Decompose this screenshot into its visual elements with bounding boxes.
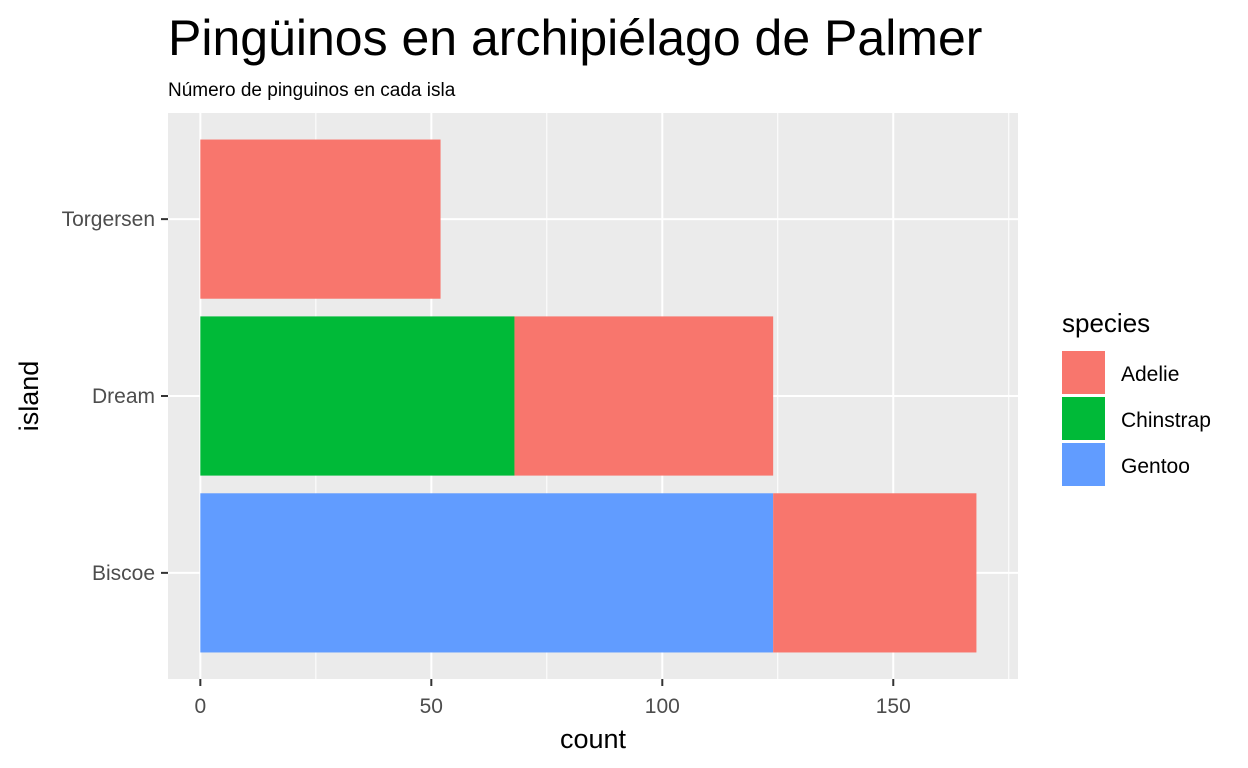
x-tick-label: 0	[194, 695, 206, 718]
bar-dream-adelie	[514, 316, 774, 476]
x-axis: 0 50 100 150	[194, 679, 911, 718]
y-tick-label: Torgersen	[62, 208, 155, 231]
legend-title: species	[1062, 308, 1150, 338]
x-tick-label: 100	[645, 695, 680, 718]
y-tick-label: Biscoe	[92, 562, 155, 585]
chart-title: Pingüinos en archipiélago de Palmer	[168, 10, 982, 66]
y-axis-title: island	[14, 361, 44, 432]
legend: species Adelie Chinstrap Gentoo	[1062, 308, 1211, 486]
legend-label: Adelie	[1121, 363, 1179, 386]
bar-torgersen-adelie	[200, 139, 441, 299]
legend-key-gentoo	[1062, 443, 1105, 486]
bar-biscoe-gentoo	[200, 493, 774, 653]
y-axis: Biscoe Dream Torgersen	[62, 208, 168, 585]
chart-subtitle: Número de pinguinos en cada isla	[168, 80, 456, 101]
legend-label: Chinstrap	[1121, 409, 1211, 432]
x-tick-label: 150	[876, 695, 911, 718]
legend-key-adelie	[1062, 351, 1105, 394]
x-tick-label: 50	[420, 695, 443, 718]
bar-biscoe-adelie	[773, 493, 977, 653]
x-axis-title: count	[560, 724, 627, 754]
y-tick-label: Dream	[92, 385, 155, 408]
legend-label: Gentoo	[1121, 455, 1190, 478]
bars	[200, 139, 977, 653]
legend-key-chinstrap	[1062, 397, 1105, 440]
bar-dream-chinstrap	[200, 316, 515, 476]
